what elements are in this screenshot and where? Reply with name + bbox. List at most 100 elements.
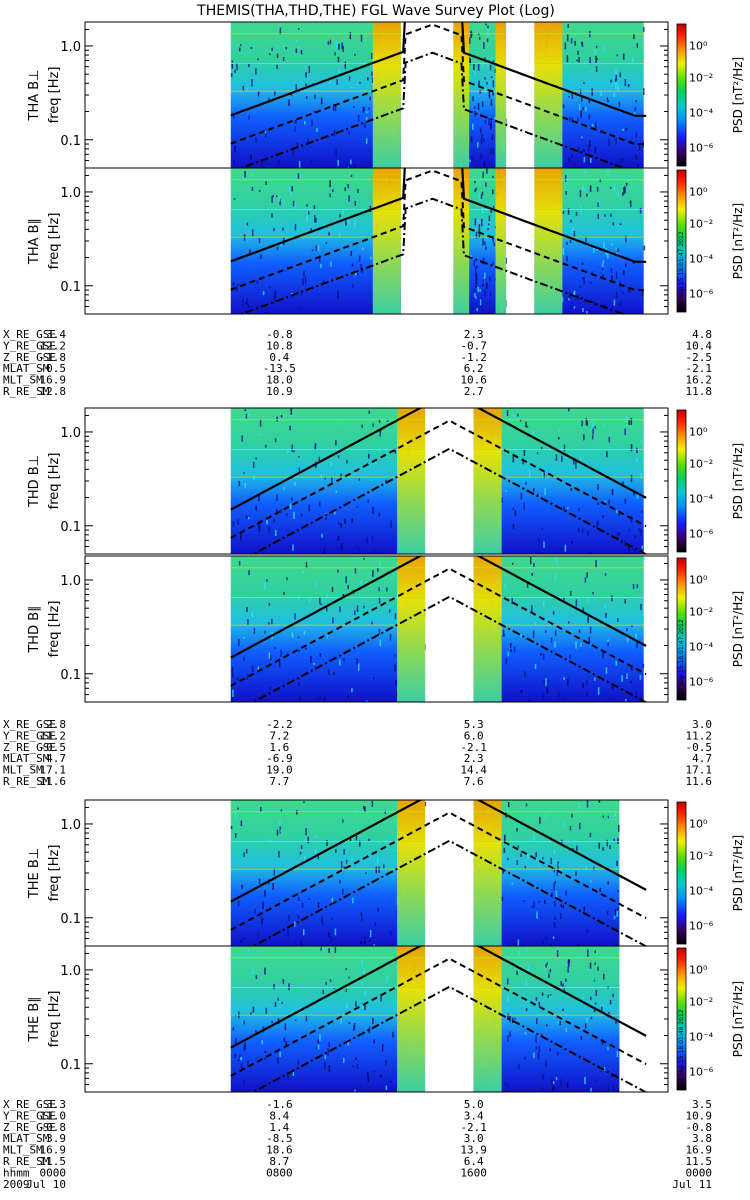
ephemeris-label: Z_RE_GSE [3, 351, 56, 364]
ephemeris-value: -0.5 [686, 741, 713, 754]
panel-thd-bperp: 1.0 0.1 THD B⊥ freq [Hz] 10⁰ 10⁻² 10⁻⁴ 10⁻⁶ PSD … [27, 407, 745, 555]
gyrofrequency-curve [251, 985, 647, 1092]
ephemeris-value: 10.9 [266, 385, 293, 398]
ephemeris-value: 3.8 [692, 1132, 712, 1145]
ephemeris-value: 0000 [686, 1166, 713, 1179]
colorbar-label: PSD [nT²/Hz] [731, 203, 745, 279]
high-psd-band [372, 168, 401, 314]
freq-axis-label: freq [Hz] [47, 67, 62, 124]
spectrogram-segment [230, 946, 426, 1092]
ephemeris-value: -2.2 [266, 718, 293, 731]
ephemeris-value: 16.9 [686, 1144, 713, 1157]
colorbar-tick-label: 10⁻⁴ [689, 493, 714, 506]
colorbar-tick-label: 10⁰ [689, 963, 708, 976]
colorbar-scale [676, 23, 687, 167]
y-tick-label: 0.1 [60, 134, 81, 149]
ephemeris-value: 18.0 [266, 374, 293, 387]
colorbar: 10⁰ 10⁻² 10⁻⁴ 10⁻⁶ PSD [nT²/Hz] Sat Sep 15 18… [676, 169, 745, 313]
colorbar-tick-label: 10⁻⁶ [689, 142, 714, 155]
ephemeris-value: -2.5 [686, 351, 713, 364]
high-psd-band [397, 408, 426, 554]
spectrogram-panels: 1.0 0.1 THA B⊥ freq [Hz] 10⁰ 10⁻² 10⁻⁴ 10⁻⁶ PSD … [27, 21, 745, 1093]
colorbar-tick-label: 10⁰ [689, 425, 708, 438]
ephemeris-label: X_RE_GSE [3, 328, 56, 341]
ephemeris-value: 11.8 [686, 385, 713, 398]
colorbar: 10⁰ 10⁻² 10⁻⁴ 10⁻⁶ PSD [nT²/Hz] [676, 801, 745, 945]
ephemeris-value: 0800 [266, 1166, 293, 1179]
ephemeris-label: R_RE_SM [3, 1155, 50, 1168]
high-psd-band [453, 22, 470, 168]
ephemeris-label: Z_RE_GSE [3, 741, 56, 754]
ephemeris-label: MLAT_SM [3, 362, 50, 375]
freq-axis-label: freq [Hz] [47, 601, 62, 658]
colorbar-tick-label: 10⁻⁴ [689, 641, 714, 654]
spectrogram-segment [230, 556, 426, 702]
ephemeris-value: 11.6 [40, 775, 67, 788]
colorbar-scale [676, 801, 687, 945]
colorbar-tick-label: 10⁻² [689, 849, 713, 862]
ephemeris-value: 4.7 [692, 752, 712, 765]
colorbar-label: PSD [nT²/Hz] [731, 591, 745, 667]
ephemeris-value: -0.8 [686, 1121, 713, 1134]
gyrofrequency-curve [230, 419, 647, 539]
ephemeris-value: 11.2 [686, 729, 713, 742]
ephemeris-value: -8.5 [266, 1132, 293, 1145]
colorbar-label: PSD [nT²/Hz] [731, 981, 745, 1057]
ephemeris-value: 2.7 [464, 385, 484, 398]
colorbar-tick-label: 10⁻⁶ [689, 1066, 714, 1079]
ephemeris-value: 6.2 [464, 362, 484, 375]
colorbar-scale [676, 169, 687, 313]
gyrofrequency-curve [230, 168, 647, 263]
ephemeris-value: 11.6 [686, 775, 713, 788]
colorbar: 10⁰ 10⁻² 10⁻⁴ 10⁻⁶ PSD [nT²/Hz] [676, 409, 745, 553]
ephemeris-value: -0.8 [266, 328, 293, 341]
ephemeris-label: Z_RE_GSE [3, 1121, 56, 1134]
ephemeris-label: MLAT_SM [3, 1132, 50, 1145]
colorbar-tick-label: 10⁻⁶ [689, 676, 714, 689]
high-psd-band [397, 556, 426, 702]
ephemeris-value: 11.2 [40, 729, 67, 742]
gyrofrequency-curve [230, 957, 647, 1077]
colorbar-tick-label: 10⁰ [689, 573, 708, 586]
colorbar-tick-label: 10⁻² [689, 71, 713, 84]
gyrofrequency-curve [230, 169, 647, 292]
ephemeris-value: 7.2 [269, 729, 289, 742]
colorbar-tick-label: 10⁻⁴ [689, 107, 714, 120]
colorbar-label: PSD [nT²/Hz] [731, 835, 745, 911]
gyrofrequency-curve [238, 197, 627, 314]
high-psd-band [397, 946, 426, 1092]
ephemeris-value: -0.7 [460, 339, 487, 352]
ephemeris-label: MLT_SM [3, 764, 43, 777]
ephemeris-value: 3.4 [46, 328, 66, 341]
ephemeris-value: 13.9 [460, 1144, 487, 1157]
colorbar-tick-label: 10⁻² [689, 605, 713, 618]
colorbar-tick-label: 10⁻⁶ [689, 528, 714, 541]
ephemeris-value: 7.7 [269, 775, 289, 788]
gyrofrequency-curve [230, 811, 647, 931]
y-tick-label: 1.0 [60, 186, 81, 201]
panel-label: THD B⊥ [27, 455, 42, 508]
ephemeris-value: 17.1 [686, 764, 713, 777]
colorbar-tick-label: 10⁻² [689, 457, 713, 470]
colorbar-tick-label: 10⁰ [689, 185, 708, 198]
ephemeris-value: 17.1 [40, 764, 67, 777]
ephemeris-value: -2.1 [460, 741, 487, 754]
ephemeris-value: -0.8 [40, 1121, 67, 1134]
ephemeris-label: hhmm [3, 1166, 30, 1179]
ephemeris-value: 11.5 [40, 1155, 67, 1168]
ephemeris-value: 6.0 [464, 729, 484, 742]
y-tick-label: 1.0 [60, 818, 81, 833]
high-psd-band [473, 408, 502, 554]
ephemeris-value: 7.6 [464, 775, 484, 788]
gyrofrequency-curve [230, 22, 647, 117]
timestamp: Sat Sep 15 18:01:47 2012 [678, 231, 685, 310]
ephemeris-value: 10.8 [266, 339, 293, 352]
colorbar: 10⁰ 10⁻² 10⁻⁴ 10⁻⁶ PSD [nT²/Hz] [676, 23, 745, 167]
ephemeris-value: Jul 11 [672, 1178, 712, 1191]
y-tick-label: 0.1 [60, 520, 81, 535]
timestamp: Sat Sep 15 18:01:47 2012 [678, 619, 685, 698]
